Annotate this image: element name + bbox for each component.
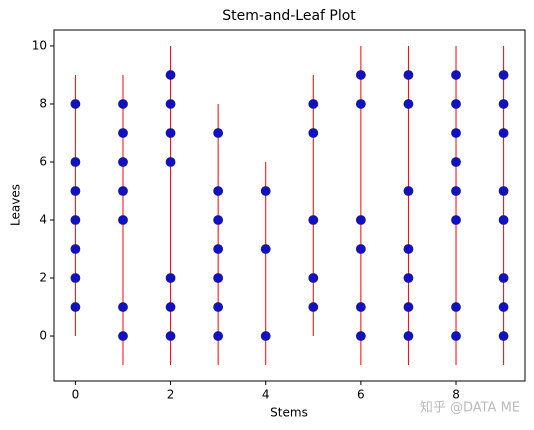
leaf-point (118, 215, 128, 225)
leaf-point (355, 99, 366, 109)
x-tick-label: 4 (262, 388, 270, 402)
leaf-point (451, 331, 461, 341)
leaf-point (165, 331, 176, 341)
leaf-point (70, 157, 81, 167)
x-tick-label: 6 (357, 388, 365, 402)
leaf-point (308, 302, 319, 312)
leaf-point (355, 331, 366, 341)
leaf-point (498, 215, 509, 225)
leaf-point (308, 215, 319, 225)
y-tick-label: 8 (39, 96, 47, 110)
leaf-point (260, 186, 271, 196)
leaf-point (165, 157, 176, 167)
x-tick-label: 0 (72, 388, 80, 402)
y-tick-label: 10 (32, 38, 47, 52)
leaf-point (118, 128, 128, 138)
y-tick-label: 6 (39, 154, 47, 168)
leaf-point (118, 331, 128, 341)
leaf-point (403, 70, 414, 80)
leaf-point (165, 273, 176, 283)
leaf-point (70, 99, 81, 109)
leaf-point (451, 70, 461, 80)
leaf-point (403, 273, 414, 283)
leaf-point (308, 273, 319, 283)
leaf-point (498, 331, 509, 341)
leaf-point (213, 128, 224, 138)
leaf-point (213, 244, 224, 254)
leaf-point (451, 215, 461, 225)
leaf-point (403, 99, 414, 109)
x-tick-label: 2 (167, 388, 175, 402)
leaf-point (213, 302, 224, 312)
leaf-point (451, 99, 461, 109)
leaf-point (165, 70, 176, 80)
y-tick-label: 4 (39, 213, 47, 227)
leaf-point (355, 70, 366, 80)
leaf-point (70, 244, 81, 254)
leaf-point (355, 215, 366, 225)
leaf-point (70, 273, 81, 283)
leaf-point (70, 215, 81, 225)
leaf-point (498, 273, 509, 283)
leaf-point (213, 331, 224, 341)
leaf-point (260, 331, 271, 341)
leaf-point (165, 99, 176, 109)
leaf-point (118, 302, 128, 312)
leaf-point (498, 186, 509, 196)
leaf-point (308, 99, 319, 109)
leaf-point (118, 157, 128, 167)
leaf-point (118, 186, 128, 196)
chart-title: Stem-and-Leaf Plot (222, 8, 356, 24)
y-tick-label: 0 (39, 329, 47, 343)
leaf-point (165, 128, 176, 138)
leaf-point (451, 186, 461, 196)
leaf-point (70, 302, 81, 312)
leaf-point (260, 244, 271, 254)
leaf-point (498, 302, 509, 312)
x-axis-label: Stems (270, 406, 308, 420)
leaf-point (355, 244, 366, 254)
leaf-point (498, 99, 509, 109)
leaf-point (403, 302, 414, 312)
plot-frame (53, 29, 526, 382)
leaf-point (403, 331, 414, 341)
x-tick-label: 8 (452, 388, 460, 402)
leaf-point (70, 186, 81, 196)
leaf-point (213, 273, 224, 283)
leaf-point (451, 157, 461, 167)
watermark: 知乎 @DATA ME (420, 400, 520, 416)
leaf-point (308, 128, 319, 138)
y-tick-label: 2 (39, 271, 47, 285)
leaf-point (451, 302, 461, 312)
leaf-point (498, 70, 509, 80)
leaf-point (403, 244, 414, 254)
leaf-point (498, 128, 509, 138)
leaf-point (451, 128, 461, 138)
y-axis-label: Leaves (9, 184, 23, 226)
leaf-point (118, 99, 128, 109)
leaf-point (213, 186, 224, 196)
leaf-point (355, 302, 366, 312)
leaf-point (165, 302, 176, 312)
leaf-point (213, 215, 224, 225)
leaf-point (403, 186, 414, 196)
